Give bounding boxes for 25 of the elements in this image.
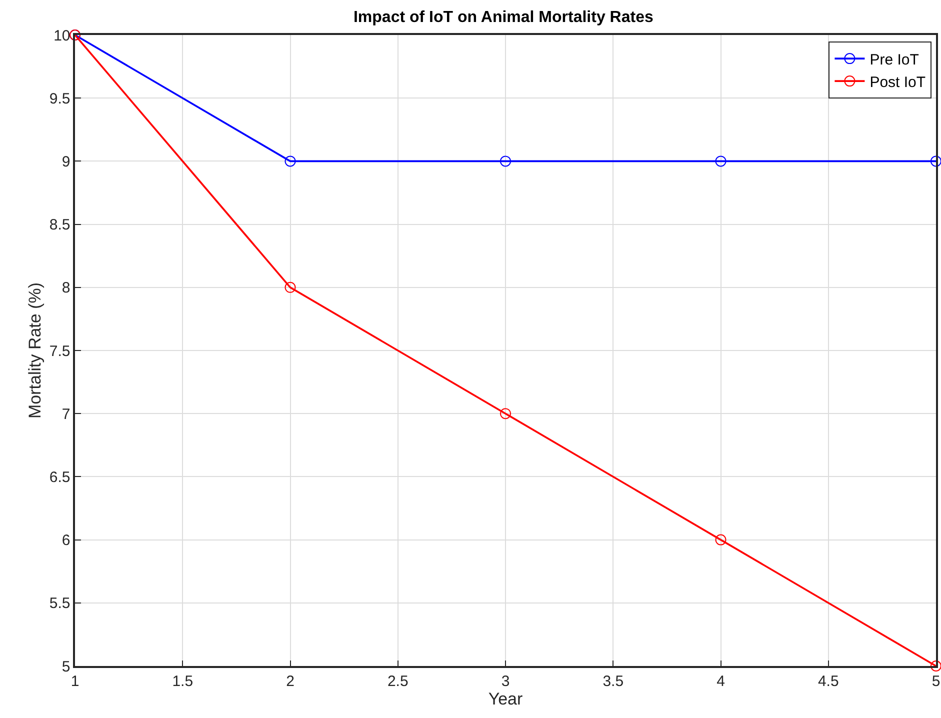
y-tick-label: 8 [62,280,70,297]
x-tick-label: 2 [286,672,294,690]
legend-label: Post IoT [870,74,926,91]
y-tick-label: 8.5 [49,216,70,234]
x-axis-title: Year [488,690,524,709]
x-tick-label: 4.5 [818,672,839,690]
y-tick-label: 7.5 [49,342,70,360]
y-tick-label: 5 [62,658,70,676]
y-tick-label: 9 [62,153,70,170]
y-tick-label: 9.5 [49,90,70,108]
x-tick-label: 3.5 [602,672,624,690]
y-tick-label: 7 [62,406,70,423]
y-tick-label: 6 [62,532,70,550]
x-tick-label: 4 [716,672,725,690]
x-tick-label: 1 [70,672,80,690]
x-tick-label: 3 [501,672,510,690]
x-tick-label: 1.5 [172,672,194,690]
y-tick-label: 10 [54,27,70,44]
y-axis-title: Mortality Rate (%) [25,282,44,419]
y-tick-label: 5.5 [49,595,70,612]
x-tick-label: 2.5 [387,672,408,690]
x-tick-label: 5 [932,672,940,690]
chart-title: Impact of IoT on Animal Mortality Rates [353,8,654,26]
y-tick-label: 6.5 [49,468,70,486]
legend-label: Pre IoT [870,51,919,68]
